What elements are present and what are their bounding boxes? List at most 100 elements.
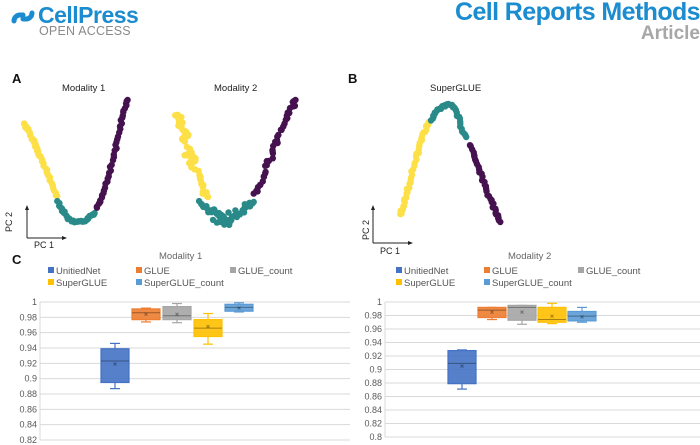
legend-item: GLUE	[484, 266, 518, 277]
legend-item: SuperGLUE	[396, 278, 455, 289]
y-tick-label: 0.88	[19, 389, 37, 399]
panel-letter-b: B	[348, 71, 358, 86]
box-GLUE_count	[507, 304, 537, 325]
y-tick-label: 0.92	[364, 351, 382, 361]
box-iqr	[224, 303, 254, 312]
y-tick-label: 0.94	[364, 338, 382, 348]
pc2-label-b: PC 2	[361, 219, 371, 240]
panel-letter-c: C	[12, 252, 22, 267]
legend-item: GLUE_count	[230, 266, 292, 277]
mean-marker	[520, 310, 524, 314]
box-iqr	[477, 306, 507, 319]
mean-marker	[144, 312, 148, 317]
y-tick-label: 0.96	[19, 328, 37, 338]
box-chart-modality1: 0.82 0.84 0.86 0.88 0.9 0.92 0.94 0.96 0.98 1	[19, 297, 350, 445]
box-UnitiedNet	[447, 349, 477, 390]
pc1-label-a: PC 1	[34, 240, 55, 250]
scatter-point-teal	[225, 209, 232, 216]
y-tick-label: 0.9	[369, 365, 382, 375]
legend-item: SuperGLUE_count	[484, 278, 572, 289]
box-iqr	[537, 306, 567, 323]
scatter-point-purple	[262, 168, 269, 176]
box-chart1-title: Modality 1	[159, 251, 203, 262]
mean-marker	[206, 324, 210, 329]
y-tick-label: 0.86	[19, 404, 37, 414]
box-GLUE_count	[162, 302, 192, 324]
box-iqr	[100, 348, 130, 384]
legend-swatch	[484, 279, 490, 285]
legend-label: GLUE_count	[238, 266, 293, 277]
scatter-point-purple	[292, 96, 299, 104]
legend-label: GLUE	[492, 266, 518, 277]
box-SuperGLUE_count	[567, 306, 597, 323]
legend-label: UnitiedNet	[404, 266, 449, 277]
mean-marker	[113, 362, 117, 366]
legend-item: GLUE	[136, 266, 170, 277]
legend-swatch	[578, 267, 584, 273]
scatter-point-purple	[275, 131, 282, 139]
scatter-point-purple	[124, 96, 131, 104]
pc2-arrow-icon	[25, 205, 29, 210]
box-UnitiedNet	[100, 342, 130, 390]
legend-swatch	[136, 267, 142, 273]
panel-letter-a: A	[12, 71, 22, 86]
pc2-arrow-icon	[371, 205, 375, 210]
y-tick-label: 0.84	[19, 420, 37, 430]
pc1-label-b: PC 1	[380, 246, 401, 256]
pc1-arrow-icon	[62, 236, 67, 240]
scatter-modality2	[172, 96, 299, 228]
scatter-point-purple	[497, 218, 504, 226]
open-access-label: OPEN ACCESS	[39, 24, 131, 38]
box-iqr	[567, 310, 597, 322]
box-SuperGLUE_count	[224, 302, 254, 313]
scatter-point-teal	[218, 211, 225, 219]
box-iqr	[131, 308, 161, 321]
box-iqr	[193, 319, 223, 338]
scatter-point-teal	[226, 221, 233, 228]
pc2-label-a: PC 2	[4, 211, 14, 232]
scatter-point-yellow	[54, 193, 61, 200]
legend-swatch	[396, 279, 402, 285]
legend-label: UnitiedNet	[56, 266, 101, 277]
y-tick-label: 0.98	[19, 312, 37, 322]
y-tick-label: 0.8	[369, 432, 382, 442]
y-tick-label: 0.86	[364, 392, 382, 402]
box-SuperGLUE	[193, 312, 223, 345]
scatter-point-teal	[463, 133, 470, 141]
box-chart2-title: Modality 2	[508, 251, 552, 262]
box-iqr	[162, 305, 192, 321]
y-tick-label: 0.98	[364, 311, 382, 321]
cellpress-link-icon	[11, 10, 35, 24]
scatter-point-teal	[241, 201, 248, 208]
y-tick-label: 0.96	[364, 324, 382, 334]
legend-swatch	[230, 267, 236, 273]
article-type: Article	[640, 23, 700, 44]
box-chart-modality2: 0.8 0.82 0.84 0.86 0.88 0.9 0.92 0.94 0.96 0.98 1	[364, 297, 700, 442]
box-iqr	[507, 304, 537, 321]
legend-swatch	[48, 267, 54, 273]
y-tick-label: 0.92	[19, 358, 37, 368]
legend-swatch	[396, 267, 402, 273]
scatter-superglue	[397, 100, 504, 226]
mean-marker	[550, 314, 554, 319]
modality2-scatter-title: Modality 2	[214, 83, 258, 94]
pc-axes-b	[371, 205, 413, 245]
mean-marker	[460, 364, 464, 368]
box-SuperGLUE	[537, 302, 567, 325]
box-GLUE	[131, 307, 161, 323]
superglue-scatter-title: SuperGLUE	[430, 83, 482, 94]
pc1-arrow-icon	[408, 241, 413, 245]
legend-item: UnitiedNet	[48, 266, 100, 277]
legend-label: SuperGLUE	[404, 278, 456, 289]
scatter-modality1	[20, 96, 131, 226]
box-GLUE	[477, 306, 507, 321]
scatter-point-purple	[108, 161, 115, 169]
legend-label: SuperGLUE	[56, 278, 108, 289]
scatter-plots	[20, 96, 504, 245]
scatter-point-teal	[91, 209, 98, 217]
journal-title: Cell Reports Methods	[455, 0, 700, 26]
scatter-point-yellow	[203, 193, 211, 200]
y-tick-label: 1	[377, 297, 382, 307]
y-tick-label: 1	[32, 297, 37, 307]
legend-item: SuperGLUE	[48, 278, 107, 289]
